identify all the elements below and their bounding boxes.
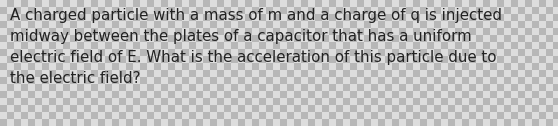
Text: A charged particle with a mass of m and a charge of q is injected
midway between: A charged particle with a mass of m and … bbox=[10, 8, 502, 86]
